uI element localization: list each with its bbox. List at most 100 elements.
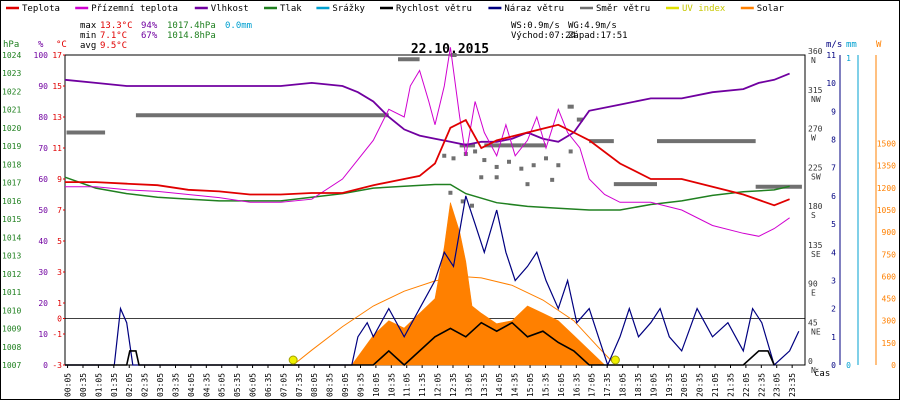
hum-tick-8: 80 (38, 113, 48, 122)
dir-tick-4: 180 (808, 202, 823, 211)
info-ws: WS:0.9m/s (511, 21, 560, 31)
wind-dir-dot-18 (470, 203, 474, 208)
time-tick-11: 05:35 (233, 373, 242, 397)
solar-tick-5: 750 (882, 250, 897, 259)
series-pressure (64, 176, 790, 211)
temp-tick-1: -1 (52, 330, 62, 339)
time-tick-22: 11:05 (403, 373, 412, 397)
hum-tick-5: 50 (38, 206, 48, 215)
series-solar-theoretical (292, 275, 616, 366)
solar-tick-8: 1200 (877, 184, 896, 193)
time-tick-10: 05:05 (218, 373, 227, 397)
dir-tick-2: 90 (808, 280, 818, 289)
stat-avg-label: avg (80, 41, 96, 51)
hum-tick-1: 10 (38, 330, 48, 339)
legend-label-7: Směr větru (596, 4, 650, 14)
hum-tick-6: 60 (38, 175, 48, 184)
dir-tick-3: 135 (808, 241, 823, 250)
solar-tick-1: 150 (882, 339, 897, 348)
wind-dir-dot-10 (556, 163, 561, 168)
time-tick-38: 19:05 (649, 373, 658, 397)
legend-label-1: Přízemní teplota (91, 4, 178, 14)
temp-tick-7: 9 (57, 175, 62, 184)
unit-rain: mm (846, 40, 857, 50)
time-tick-2: 01:05 (94, 373, 103, 397)
press-tick-11: 1018 (2, 160, 21, 169)
time-tick-18: 09:05 (341, 373, 350, 397)
wind-dir-dot-9 (544, 156, 548, 161)
press-tick-10: 1017 (2, 179, 21, 188)
wind-tick-10: 10 (826, 79, 836, 88)
time-tick-23: 11:35 (418, 373, 427, 397)
press-tick-12: 1019 (2, 142, 21, 151)
series-humidity (64, 72, 790, 146)
time-tick-46: 23:05 (773, 373, 782, 397)
axis-units: hPa % °C m/s mm W čas (3, 40, 882, 379)
dir-sub-5: SW (811, 172, 821, 181)
time-tick-6: 03:05 (156, 373, 165, 397)
wind-tick-3: 3 (831, 276, 836, 285)
solar-tick-3: 450 (882, 295, 897, 304)
hum-tick-3: 30 (38, 268, 48, 277)
wind-dir-dot-16 (550, 177, 555, 182)
stats-block: max 13.3°C 94% 1017.4hPa 0.0mm min 7.1°C… (80, 21, 252, 51)
time-tick-42: 21:05 (711, 373, 720, 397)
dir-sub-7: NW (811, 95, 821, 104)
press-tick-3: 1010 (2, 306, 21, 315)
time-tick-34: 17:05 (588, 373, 597, 397)
press-tick-16: 1023 (2, 69, 21, 78)
dir-sub-8: N (811, 56, 816, 65)
stat-min-hum: 67% (141, 31, 158, 41)
time-tick-30: 15:05 (526, 373, 535, 397)
time-tick-7: 03:35 (171, 373, 180, 397)
wind-dir-dot-12 (448, 190, 453, 195)
dir-tick-5: 225 (808, 163, 823, 172)
rain-tick-0: 0 (846, 361, 851, 370)
unit-temp: °C (56, 40, 67, 50)
stat-min-temp: 7.1°C (100, 31, 127, 41)
info-sunset: Západ:17:51 (568, 31, 628, 41)
unit-time: čas (814, 368, 830, 379)
info-block: WS:0.9m/s WG:4.9m/s Východ:07:24 Západ:1… (511, 21, 628, 41)
temp-tick-4: 3 (57, 268, 62, 277)
stat-max-label: max (80, 21, 97, 31)
legend-label-6: Náraz větru (504, 4, 564, 14)
stat-max-press: 1017.4hPa (167, 21, 216, 31)
series-wind-gust (65, 195, 800, 367)
wind-dir-dot-4 (482, 158, 487, 163)
solar-tick-7: 1050 (877, 206, 896, 215)
time-tick-36: 18:05 (619, 373, 628, 397)
time-tick-17: 08:35 (326, 373, 335, 397)
time-tick-26: 13:05 (464, 373, 473, 397)
legend-label-5: Rychlost větru (396, 4, 472, 14)
wind-dir-dot-15 (525, 182, 530, 187)
legend-label-0: Teplota (22, 4, 60, 14)
wind-tick-7: 7 (831, 164, 836, 173)
wind-tick-1: 1 (831, 333, 836, 342)
wind-dir-dot-3 (473, 149, 478, 154)
wind-tick-4: 4 (831, 248, 836, 257)
time-tick-40: 20:05 (680, 373, 689, 397)
wind-dir-dot-1 (451, 156, 456, 161)
time-tick-3: 01:35 (110, 373, 119, 397)
wind-dir-dot-8 (531, 163, 536, 168)
hum-tick-4: 40 (38, 237, 48, 246)
rain-tick-1: 1 (846, 54, 851, 63)
time-tick-9: 04:35 (202, 373, 211, 397)
hum-tick-2: 20 (38, 299, 48, 308)
time-tick-39: 19:35 (665, 373, 674, 397)
info-sunrise: Východ:07:24 (511, 31, 576, 41)
time-tick-37: 18:35 (634, 373, 643, 397)
time-tick-47: 23:35 (788, 373, 797, 397)
dir-tick-8: 360 (808, 47, 823, 56)
time-tick-45: 22:35 (757, 373, 766, 397)
solar-tick-4: 600 (882, 272, 897, 281)
temp-tick-10: 15 (52, 82, 62, 91)
wind-dir-dot-0 (442, 153, 447, 158)
temp-tick-6: 7 (57, 206, 62, 215)
press-tick-9: 1016 (2, 197, 21, 206)
press-tick-8: 1015 (2, 215, 21, 224)
time-tick-14: 07:05 (279, 373, 288, 397)
legend-label-4: Srážky (332, 4, 365, 14)
